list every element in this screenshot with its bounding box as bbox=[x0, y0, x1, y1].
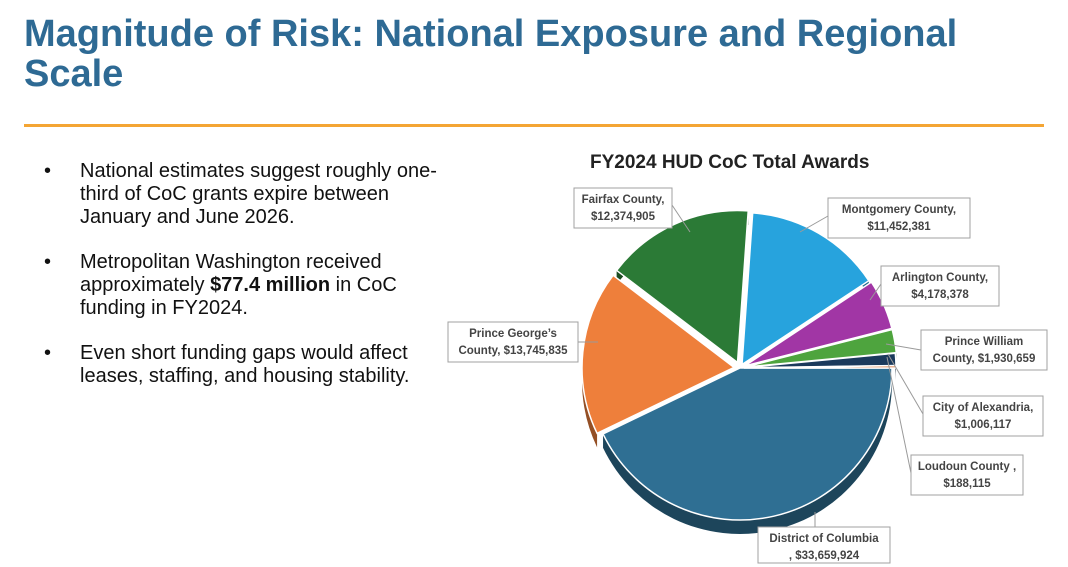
bullet-text: Even short funding gaps would affect lea… bbox=[80, 342, 410, 387]
bullet-list: • National estimates suggest roughly one… bbox=[44, 160, 444, 410]
data-label: Prince George’s bbox=[469, 328, 557, 340]
leader-line bbox=[799, 215, 829, 233]
slide-title: Magnitude of Risk: National Exposure and… bbox=[24, 13, 958, 95]
bullet-dot-icon: • bbox=[44, 342, 52, 364]
data-label: $1,006,117 bbox=[955, 419, 1012, 431]
data-label: County, $1,930,659 bbox=[933, 353, 1036, 365]
leader-line bbox=[885, 343, 922, 351]
data-label-box bbox=[447, 321, 579, 363]
leader-line bbox=[886, 356, 912, 474]
bullet-item: • National estimates suggest roughly one… bbox=[44, 160, 444, 229]
bullet-text-pre: Metropolitan Washington received approxi… bbox=[80, 251, 382, 296]
pie-slice-prince-george-s-county bbox=[581, 274, 736, 435]
leader-line bbox=[869, 283, 882, 301]
data-label: $12,374,905 bbox=[591, 211, 656, 223]
data-label: Loudoun County , bbox=[918, 461, 1016, 473]
bullet-text: National estimates suggest roughly one-t… bbox=[80, 160, 437, 228]
pie-slice-fairfax-county bbox=[615, 209, 750, 364]
data-label: Fairfax County, bbox=[582, 194, 665, 206]
data-label: District of Columbia bbox=[769, 533, 879, 545]
data-label: County, $13,745,835 bbox=[458, 345, 568, 357]
bullet-item: • Even short funding gaps would affect l… bbox=[44, 342, 444, 388]
data-label: Montgomery County, bbox=[842, 204, 956, 216]
bullet-item: • Metropolitan Washington received appro… bbox=[44, 251, 444, 320]
leader-line bbox=[671, 204, 691, 233]
bullet-dot-icon: • bbox=[44, 160, 52, 182]
data-label: Prince William bbox=[945, 336, 1024, 348]
data-label-box bbox=[573, 187, 673, 229]
bullet-dot-icon: • bbox=[44, 251, 52, 273]
data-label-box bbox=[880, 265, 1000, 307]
data-label: , $33,659,924 bbox=[789, 550, 860, 562]
data-label: Arlington County, bbox=[892, 272, 988, 284]
data-label: City of Alexandria, bbox=[933, 402, 1034, 414]
leader-line bbox=[887, 353, 924, 415]
bullet-text-bold: $77.4 million bbox=[210, 274, 331, 296]
data-label-box bbox=[920, 329, 1048, 371]
data-label-box bbox=[827, 197, 971, 239]
chart-title: FY2024 HUD CoC Total Awards bbox=[590, 152, 870, 173]
data-label-box bbox=[922, 395, 1044, 437]
data-label-box bbox=[910, 454, 1024, 496]
pie-slice-district-of-columbia bbox=[602, 367, 893, 521]
data-label-box bbox=[757, 526, 891, 564]
pie-slice-montgomery-county bbox=[741, 212, 870, 367]
data-label: $11,452,381 bbox=[867, 221, 931, 233]
data-label: $188,115 bbox=[943, 478, 991, 490]
data-label: $4,178,378 bbox=[911, 289, 969, 301]
pie-slice-prince-william-county bbox=[744, 328, 898, 368]
bullet-text-post: in CoC funding in FY2024. bbox=[80, 274, 397, 319]
title-divider bbox=[24, 124, 1044, 127]
